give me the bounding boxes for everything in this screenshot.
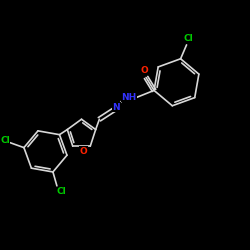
Text: N: N <box>112 103 120 112</box>
Text: Cl: Cl <box>56 187 66 196</box>
Text: O: O <box>140 66 148 75</box>
Text: Cl: Cl <box>0 136 10 145</box>
Text: O: O <box>80 147 87 156</box>
Text: NH: NH <box>122 93 137 102</box>
Text: Cl: Cl <box>184 34 194 43</box>
